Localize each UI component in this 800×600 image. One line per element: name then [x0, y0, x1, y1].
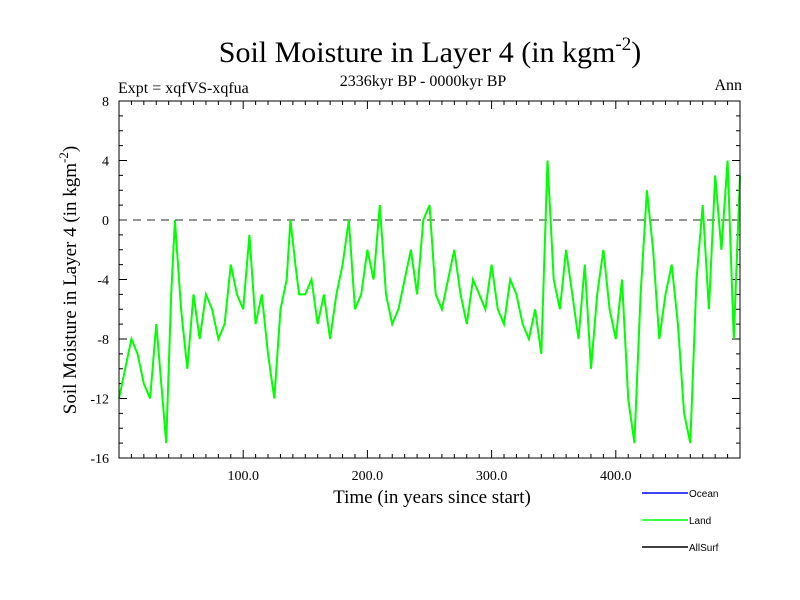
- chart-subtitle: 2336kyr BP - 0000kyr BP: [340, 73, 507, 90]
- legend-label-allsurf: AllSurf: [689, 543, 719, 554]
- x-tick-label: 400.0: [600, 469, 632, 484]
- y-axis-label: Soil Moisture in Layer 4 (in kgm-2): [56, 146, 81, 414]
- legend: Ocean Land AllSurf: [642, 489, 719, 554]
- y-tick-label: -4: [97, 274, 109, 289]
- plot-area: 100.0 200.0 300.0 400.0 -16 -12 -8 -4 0 4 8: [90, 95, 741, 484]
- series-line-land: [118, 160, 741, 444]
- x-tick-label: 100.0: [227, 469, 259, 484]
- x-axis-label: Time (in years since start): [333, 487, 531, 508]
- legend-label-ocean: Ocean: [689, 489, 718, 500]
- y-tick-label: 0: [102, 214, 109, 229]
- legend-label-land: Land: [689, 516, 711, 527]
- x-tick-label: 200.0: [352, 469, 384, 484]
- y-ticks: -16 -12 -8 -4 0 4 8: [90, 95, 740, 467]
- y-tick-label: 4: [102, 155, 109, 170]
- plot-frame: [118, 100, 741, 459]
- x-tick-label: 300.0: [476, 469, 508, 484]
- season-label: Ann: [714, 77, 742, 94]
- y-tick-label: -8: [97, 333, 109, 348]
- y-tick-label: -12: [90, 393, 109, 408]
- x-ticks: 100.0 200.0 300.0 400.0: [130, 101, 729, 484]
- y-tick-label: 8: [102, 95, 109, 110]
- expt-label: Expt = xqfVS-xqfua: [118, 80, 249, 97]
- y-tick-label: -16: [90, 452, 109, 467]
- chart-title: Soil Moisture in Layer 4 (in kgm-2): [219, 34, 641, 69]
